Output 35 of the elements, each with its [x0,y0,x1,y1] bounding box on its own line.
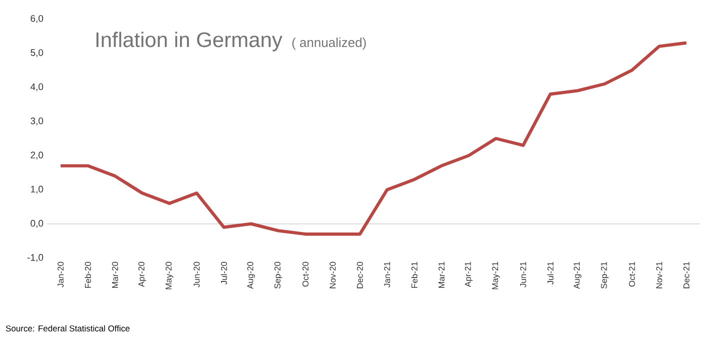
y-tick-label: 3,0 [30,118,44,126]
x-tick-label: Jan-20 [58,262,64,288]
x-tick-label: Feb-21 [411,262,418,288]
text: Inflation in Germany [96,32,282,52]
x-tick-label: Apr-21 [464,262,473,288]
y-tick-label: 2,0 [30,152,44,160]
y-tick-label: 5,0 [30,49,44,58]
y-tick-label: 6,0 [30,15,44,23]
y-tick-label: 4,0 [30,83,44,92]
y-tick-label: 1,0 [30,186,44,194]
x-tick-label: Dec-21 [683,262,690,288]
x-tick-label: Sep-20 [274,262,282,289]
x-tick-label: May-20 [166,262,174,290]
x-tick-label: Jul-20 [220,262,227,285]
y-tick-label: -1,0 [28,254,44,262]
x-tick-label: Nov-20 [330,262,336,288]
x-tick-label: Aug-21 [574,262,582,289]
x-tick-label: May-21 [492,262,500,290]
x-tick-label: Nov-21 [656,262,662,288]
x-tick-label: Sep-21 [600,262,609,289]
text: ( annualized) [292,38,366,50]
x-tick-label: Oct-20 [302,262,308,287]
x-tick-label: Jun-20 [194,262,200,288]
y-tick-label: 0,0 [30,220,44,228]
x-tick-label: Jan-21 [384,262,390,288]
x-tick-label: Jul-21 [547,262,554,285]
x-tick-label: Mar-21 [438,262,445,288]
x-tick-label: Apr-20 [138,262,146,288]
source-note: Source: Federal Statistical Office [6,325,130,332]
x-tick-label: Mar-20 [112,262,118,288]
x-tick-label: Feb-20 [84,262,91,288]
x-tick-label: Oct-21 [628,262,635,287]
x-tick-label: Jun-21 [520,262,526,288]
x-tick-label: Dec-20 [356,262,363,288]
x-tick-label: Aug-20 [247,262,255,289]
